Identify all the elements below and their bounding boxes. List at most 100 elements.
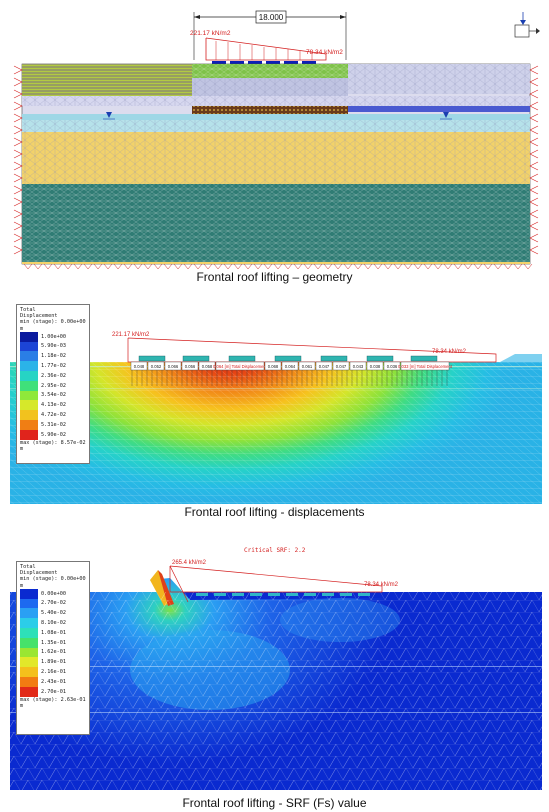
srf-load-right-label: 78.34 kN/m2 (364, 582, 399, 588)
legend-min: min (stage): 0.00e+00 m (20, 576, 86, 589)
bottom-support-icon (383, 263, 393, 270)
displacements-panel: 221.17 kN/m2 78.34 kN/m2 0.048 0.052 0.066… (0, 296, 549, 526)
legend-swatch (20, 331, 38, 342)
bottom-support-icon (303, 263, 313, 270)
legend-row: 8.10e-02 (20, 618, 86, 628)
legend-row: 2.95e-02 (20, 380, 86, 391)
legend-swatch (20, 429, 38, 440)
displacements-contour: 221.17 kN/m2 78.34 kN/m2 0.048 0.052 0.066… (10, 332, 542, 504)
load-right-label: 78.34 kN/m2 (306, 49, 343, 56)
displacement-label-box (281, 361, 299, 371)
legend-value: 4.72e-02 (41, 411, 66, 418)
displacement-label: 0.047 (336, 364, 347, 369)
bottom-support-icon (363, 263, 373, 270)
bottom-support-icon (333, 263, 343, 270)
displacement-label: 0.066 (168, 364, 179, 369)
legend-value: 0.00e+00 (41, 590, 66, 597)
load-left-label: 221.17 kN/m2 (190, 30, 231, 37)
bottom-support-icon (493, 263, 503, 270)
bottom-support-icon (233, 263, 243, 270)
bottom-support-icon (523, 263, 533, 270)
bottom-support-icon (113, 263, 123, 270)
bottom-support-icon (253, 263, 263, 270)
bottom-support-icon (103, 263, 113, 270)
legend-row: 5.90e-03 (20, 341, 86, 352)
legend-title-1: Total (20, 307, 36, 313)
bottom-support-icon (453, 263, 463, 270)
legend-swatch (20, 361, 38, 371)
displacement-label-box (332, 361, 350, 371)
displacement-label: 0.068 (268, 364, 279, 369)
bottom-support-icon (263, 263, 273, 270)
bottom-support-icon (73, 263, 83, 270)
geometry-caption: Frontal roof lifting – geometry (196, 270, 353, 284)
displacement-label: 0.064 [m] Total Displacement (213, 364, 268, 369)
legend-row: 3.54e-02 (20, 390, 86, 401)
displacement-label: 0.043 (353, 364, 364, 369)
srf-load-left-label: 265.4 kN/m2 (172, 560, 207, 566)
legend-value: 1.08e-01 (41, 629, 66, 636)
bottom-support-icon (193, 263, 203, 270)
displacement-label: 0.056 (185, 364, 196, 369)
bottom-support-icon (143, 263, 153, 270)
bottom-support-icon (483, 263, 493, 270)
legend-row: 1.18e-02 (20, 351, 86, 362)
legend-row: 2.36e-02 (20, 371, 86, 381)
legend-max: max (stage): 2.63e-01 m (20, 696, 86, 709)
legend-swatch (20, 419, 38, 430)
legend-title-2: Displacement (20, 313, 58, 320)
bottom-support-icon (423, 263, 433, 270)
bottom-support-icon (323, 263, 333, 270)
bottom-support-icon (513, 263, 523, 270)
displacement-label-box (349, 361, 367, 371)
bottom-support-icon (53, 263, 63, 270)
legend-swatch (20, 667, 38, 677)
legend-value: 2.70e-02 (41, 600, 66, 607)
legend-value: 1.89e-01 (41, 659, 66, 666)
legend-max: max (stage): 8.57e-02 m (20, 439, 86, 452)
srf-caption: Frontal roof lifting - SRF (Fs) value (182, 796, 367, 810)
legend-title-2: Displacement (20, 570, 58, 577)
bottom-support-icon (393, 263, 403, 270)
displacement-label: 0.052 (151, 364, 162, 369)
bottom-support-icon (183, 263, 193, 270)
bottom-support-icon (403, 263, 413, 270)
bottom-support-icon (223, 263, 233, 270)
bottom-support-icon (503, 263, 513, 270)
bottom-support-icon (43, 263, 53, 270)
bottom-support-icon (283, 263, 293, 270)
legend-swatch (20, 341, 38, 352)
displacement-label: 0.058 (202, 364, 213, 369)
legend-swatch (20, 380, 38, 391)
legend-swatch (20, 390, 38, 401)
bottom-support-icon (473, 263, 483, 270)
bottom-support-icon (213, 263, 223, 270)
displacement-label-box (400, 361, 450, 371)
displacement-label-box (366, 361, 384, 371)
bottom-support-icon (313, 263, 323, 270)
legend-row: 2.16e-01 (20, 667, 86, 677)
displacement-label: 0.038 (370, 364, 381, 369)
bottom-support-icon (243, 263, 253, 270)
displacement-label-box (264, 361, 282, 371)
legend-value: 1.62e-01 (41, 649, 66, 656)
geometry-panel: 18.000 221.17 kN/m2 78.34 kN/m2 (0, 0, 549, 290)
displacement-label-box (181, 361, 199, 371)
bottom-support-icon (133, 263, 143, 270)
legend-value: 5.90e-03 (41, 343, 66, 350)
displacement-label: 0.036 (387, 364, 398, 369)
legend-value: 1.18e-02 (41, 353, 66, 360)
bottom-support-icon (273, 263, 283, 270)
legend-row: 5.31e-02 (20, 419, 86, 430)
legend-value: 1.77e-02 (41, 363, 66, 369)
legend-min: min (stage): 0.00e+00 m (20, 319, 86, 332)
bottom-support-icon (93, 263, 103, 270)
srf-critical-label: Critical SRF: 2.2 (244, 547, 306, 554)
legend-swatch (20, 351, 38, 362)
legend-value: 2.95e-02 (41, 382, 66, 389)
geometry-diagram: 18.000 221.17 kN/m2 78.34 kN/m2 (13, 10, 540, 270)
legend-swatch (20, 400, 38, 411)
legend-value: 2.16e-01 (41, 668, 66, 675)
displacement-label: 0.061 (302, 364, 313, 369)
bottom-support-icon (443, 263, 453, 270)
